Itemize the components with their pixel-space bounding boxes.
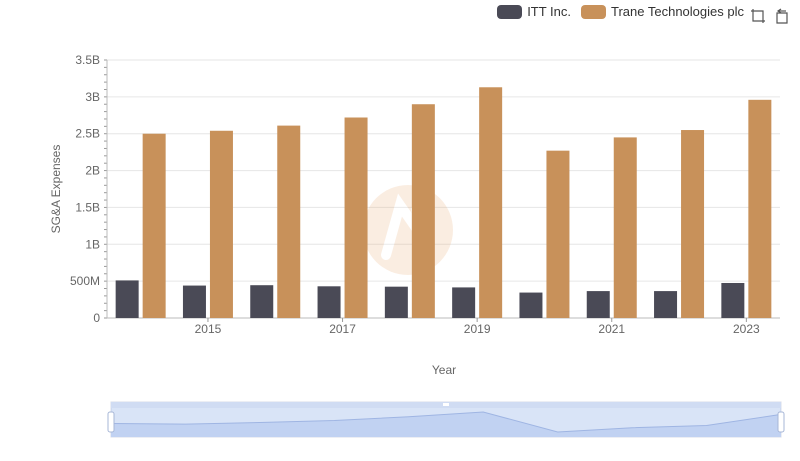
- watermark-circle: [363, 185, 453, 275]
- y-tick-label: 2B: [85, 164, 100, 178]
- x-tick-label: 2023: [733, 322, 760, 336]
- bar-itt: [721, 282, 745, 318]
- y-axis-title: SG&A Expenses: [49, 145, 63, 234]
- legend-swatch-itt: [497, 4, 523, 19]
- bar-trane: [344, 117, 368, 318]
- zoom-icon[interactable]: [750, 8, 766, 24]
- bar-itt: [317, 286, 341, 318]
- y-tick-label: 0: [93, 311, 100, 325]
- x-tick-label: 2017: [329, 322, 356, 336]
- legend-item-trane[interactable]: Trane Technologies plc: [581, 4, 744, 19]
- y-tick-label: 500M: [70, 274, 100, 288]
- x-tick-label: 2021: [598, 322, 625, 336]
- bar-trane: [748, 99, 772, 318]
- y-tick-label: 1B: [85, 237, 100, 251]
- watermark: [363, 185, 453, 275]
- bar-itt: [250, 285, 274, 318]
- y-tick-label: 1.5B: [75, 200, 100, 214]
- bar-trane: [613, 137, 637, 318]
- bar-itt: [182, 285, 206, 318]
- legend: ITT Inc. Trane Technologies plc: [497, 4, 744, 19]
- legend-swatch-trane: [581, 4, 607, 19]
- y-tick-label: 2.5B: [75, 127, 100, 141]
- bar-itt: [384, 286, 408, 318]
- data-zoom-area: [111, 412, 781, 437]
- x-tick-label: 2019: [464, 322, 491, 336]
- bar-itt: [519, 292, 543, 318]
- bar-trane: [681, 130, 705, 318]
- bar-trane: [411, 104, 435, 318]
- legend-label-itt: ITT Inc.: [527, 4, 572, 19]
- bar-itt: [115, 280, 139, 318]
- toolbox: [750, 8, 790, 24]
- data-zoom: [107, 401, 785, 438]
- x-tick-label: 2015: [195, 322, 222, 336]
- x-axis-title: Year: [432, 363, 456, 377]
- legend-item-itt[interactable]: ITT Inc.: [497, 4, 571, 19]
- data-zoom-line: [110, 411, 782, 433]
- y-tick-label: 3B: [85, 90, 100, 104]
- bar-itt: [452, 287, 476, 318]
- bar-trane: [546, 150, 570, 318]
- data-zoom-move-grip: [443, 403, 449, 406]
- restore-icon[interactable]: [774, 8, 790, 24]
- bar-trane: [479, 87, 503, 318]
- bar-trane: [209, 130, 233, 318]
- bar-itt: [586, 291, 610, 318]
- bar-trane: [142, 133, 166, 318]
- data-zoom-handle-left[interactable]: [107, 411, 115, 433]
- bar-itt: [654, 291, 678, 318]
- y-tick-label: 3.5B: [75, 53, 100, 67]
- legend-label-trane: Trane Technologies plc: [611, 4, 744, 19]
- bar-trane: [277, 125, 301, 318]
- data-zoom-handle-right[interactable]: [777, 411, 785, 433]
